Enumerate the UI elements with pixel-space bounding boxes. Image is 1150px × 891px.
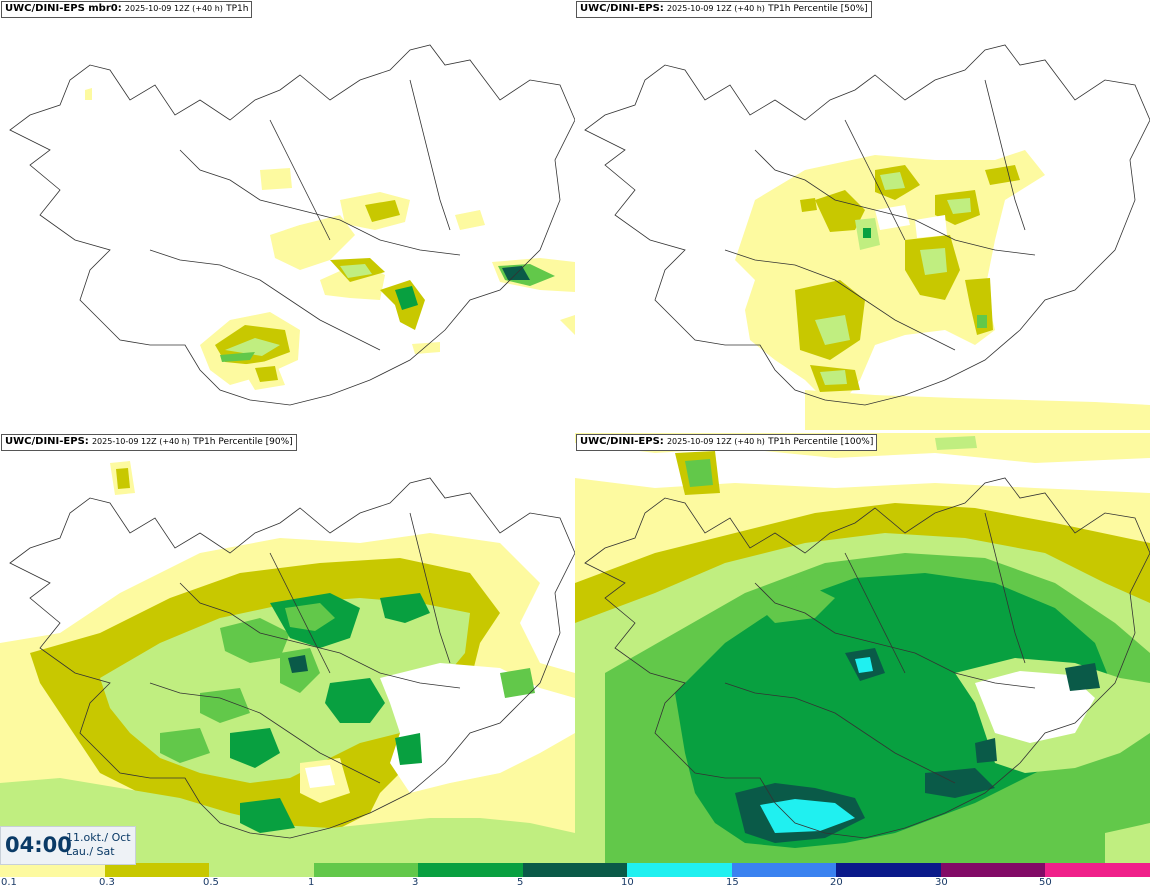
coastline [584,477,1150,839]
colorbar-segment [418,863,524,877]
map-panel-p100: UWC/DINI-EPS: 2025-10-09 12Z (+40 h) TP1… [575,433,1150,863]
valid-date-line2: Lau./ Sat [66,845,115,858]
map-panel-mbr0: UWC/DINI-EPS mbr0: 2025-10-09 12Z (+40 h… [0,0,575,430]
precipitation-map [584,44,1150,430]
precip-field [0,461,575,863]
colorbar-segment [627,863,733,877]
valid-time-box: 04:00 11.okt./ Oct Lau./ Sat [0,826,136,865]
coastline [584,44,1150,406]
colorbar: 0.1 0.3 0.5 1 3 5 10 15 20 30 50 [0,863,1150,891]
colorbar-segment [940,863,1046,877]
colorbar-segment [104,863,210,877]
map-panel-p90: UWC/DINI-EPS: 2025-10-09 12Z (+40 h) TP1… [0,433,575,863]
panel-title: UWC/DINI-EPS: 2025-10-09 12Z (+40 h) TP1… [1,434,297,451]
colorbar-segment [836,863,942,877]
valid-date: 11.okt./ Oct Lau./ Sat [66,831,131,859]
colorbar-tick-label: 1 [308,877,315,888]
colorbar-tick-label: 0.5 [203,877,219,888]
colorbar-tick-label: 0.3 [99,877,115,888]
colorbar-segment [731,863,837,877]
precipitation-map [9,44,575,406]
colorbar-tick-label: 10 [621,877,634,888]
map-panel-p50: UWC/DINI-EPS: 2025-10-09 12Z (+40 h) TP1… [575,0,1150,430]
colorbar-segment [0,863,105,877]
valid-date-line1: 11.okt./ Oct [66,831,131,844]
colorbar-tick-label: 30 [935,877,948,888]
precip-field [575,433,1150,863]
colorbar-tick-label: 0.1 [1,877,17,888]
panel-title: UWC/DINI-EPS: 2025-10-09 12Z (+40 h) TP1… [576,1,872,18]
colorbar-segment [313,863,419,877]
colorbar-tick-label: 3 [412,877,419,888]
colorbar-segment [1045,863,1150,877]
colorbar-tick-label: 50 [1039,877,1052,888]
coastline [9,477,575,839]
colorbar-segment [209,863,315,877]
colorbar-tick-label: 15 [726,877,739,888]
panel-title: UWC/DINI-EPS: 2025-10-09 12Z (+40 h) TP1… [576,434,878,451]
colorbar-segment [522,863,628,877]
valid-time: 04:00 [5,833,72,857]
precip-field [735,150,1150,430]
precipitation-map [575,433,1150,863]
colorbar-tick-label: 5 [517,877,524,888]
precip-field [85,88,575,390]
panel-title: UWC/DINI-EPS mbr0: 2025-10-09 12Z (+40 h… [1,1,253,18]
colorbar-tick-label: 20 [830,877,843,888]
precipitation-map [0,461,575,863]
coastline [9,44,575,406]
